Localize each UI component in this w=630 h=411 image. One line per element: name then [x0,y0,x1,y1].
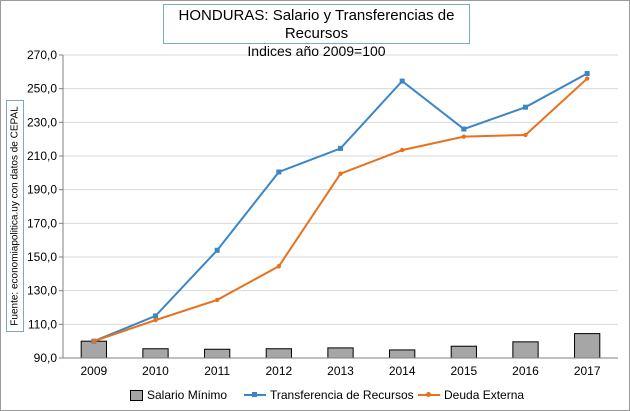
line-series [91,71,590,344]
point-transferencia-2012 [276,169,282,175]
x-tick-label: 2013 [327,364,354,378]
y-tick-label: 230,0 [27,115,57,129]
x-tick-label: 2015 [450,364,477,378]
bar-salario-2010 [142,348,169,359]
y-tick-label: 90,0 [34,351,58,365]
point-transferencia-2010 [153,313,158,319]
bar-salario-2012 [265,348,292,359]
x-tick-label: 2009 [80,364,107,378]
point-transferencia-2017 [584,71,590,77]
x-tick-label: 2016 [512,364,539,378]
legend-swatch-transferencia [244,392,266,397]
point-deuda-2016 [523,132,528,138]
y-tick-label: 170,0 [27,216,57,230]
point-transferencia-2014 [399,78,405,84]
legend-item-salario: Salario Mínimo [130,388,227,402]
point-transferencia-2011 [214,247,220,253]
legend-swatch-deuda [418,392,440,397]
point-deuda-2014 [399,147,405,153]
point-deuda-2013 [338,171,343,176]
legend-label-deuda: Deuda Externa [444,388,525,402]
legend-label-transferencia: Transferencia de Recursos [270,388,414,402]
x-tick-label: 2012 [265,364,292,378]
bar-salario-2014 [389,349,416,359]
legend-label-salario: Salario Mínimo [147,388,228,402]
x-tick-label: 2014 [389,364,416,378]
y-axis-ticks: 90,0 110,0 130,0 150,0 170,0 190,0 210,0 230,0 2… [27,48,63,365]
point-deuda-2017 [584,76,590,81]
y-tick-label: 210,0 [27,149,57,163]
x-tick-label: 2010 [142,364,169,378]
bar-series-salario [80,333,601,359]
bar-salario-2013 [327,347,354,359]
point-transferencia-2016 [523,104,528,110]
y-tick-label: 270,0 [27,48,57,62]
x-axis-ticks: 2009 2010 2011 2012 2013 2014 2015 2016 2017 [80,364,600,378]
y-tick-label: 130,0 [27,284,57,298]
point-transferencia-2013 [338,145,343,151]
point-deuda-2012 [276,264,282,269]
source-note-box: Fuente: economiapolitica.uy con datos de… [6,100,24,332]
x-tick-label: 2011 [204,364,230,378]
y-tick-label: 150,0 [27,250,57,264]
legend-swatch-salario [130,389,143,401]
point-deuda-2015 [461,134,467,139]
legend-item-transferencia: Transferencia de Recursos [244,388,414,402]
x-tick-label: 2017 [574,364,601,378]
chart-subtitle: Indices año 2009=100 [247,43,386,59]
chart-title: HONDURAS: Salario y Transferencias de Re… [178,7,455,42]
bar-salario-2009 [80,340,107,359]
point-transferencia-2015 [461,126,467,132]
y-tick-label: 250,0 [27,82,57,96]
legend-item-deuda: Deuda Externa [418,388,524,402]
point-deuda-2009 [91,338,97,344]
y-tick-label: 110,0 [28,317,57,331]
bar-salario-2017 [574,333,601,359]
y-tick-label: 190,0 [27,183,57,197]
bar-salario-2015 [450,345,477,359]
bar-salario-2011 [204,348,231,359]
legend: Salario Mínimo Transferencia de Recursos… [120,388,540,404]
bar-salario-2016 [512,341,539,359]
source-note: Fuente: economiapolitica.uy con datos de… [9,106,21,326]
point-deuda-2011 [214,297,220,303]
point-deuda-2010 [153,317,158,323]
chart-title-box: HONDURAS: Salario y Transferencias de Re… [163,4,470,59]
gridlines [63,54,618,325]
line-transferencia [93,72,588,343]
